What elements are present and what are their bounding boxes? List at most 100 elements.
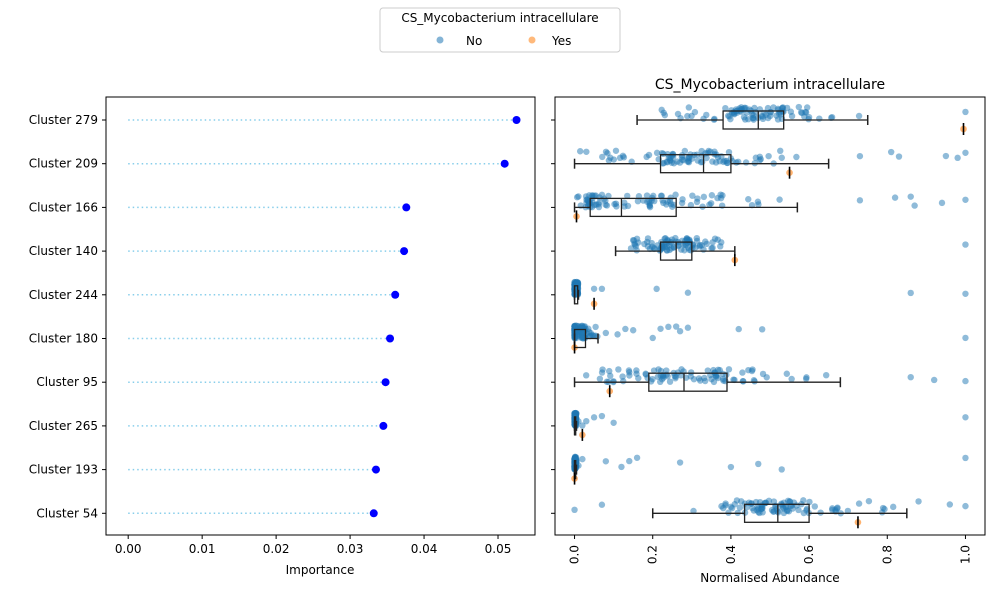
abundance-point-no xyxy=(613,203,620,210)
abundance-point-no xyxy=(703,111,710,119)
importance-marks xyxy=(128,116,521,518)
abundance-point-no xyxy=(759,509,766,516)
abundance-point-no xyxy=(962,414,969,421)
abundance-point-no xyxy=(572,287,579,294)
abundance-point-no xyxy=(672,375,679,382)
abundance-point-no xyxy=(962,108,969,116)
abundance-point-no xyxy=(962,241,969,248)
legend-marker-no xyxy=(436,36,444,44)
legend-label-no: No xyxy=(466,34,482,48)
importance-x-tick-label: 0.01 xyxy=(189,542,216,556)
abundance-point-no xyxy=(788,375,795,383)
importance-x-ticks: 0.00 0.01 0.02 0.03 0.04 0.05 xyxy=(115,535,511,556)
abundance-point-no xyxy=(595,203,603,211)
abundance-point-no xyxy=(649,334,656,342)
abundance-point-no xyxy=(685,159,693,166)
abundance-point-no xyxy=(714,236,721,243)
abundance-point-no xyxy=(751,104,758,112)
abundance-point-no xyxy=(691,108,699,116)
abundance-point-no xyxy=(622,325,629,333)
abundance-point-no xyxy=(731,501,738,508)
abundance-point-no xyxy=(579,422,586,429)
abundance-point-no xyxy=(723,157,730,165)
abundance-point-no xyxy=(661,111,669,119)
abundance-point-no xyxy=(590,414,598,421)
abundance-point-no xyxy=(700,193,708,201)
abundance-point-no xyxy=(758,326,766,333)
abundance-point-no xyxy=(610,419,617,426)
abundance-point-no xyxy=(722,501,729,509)
importance-point xyxy=(369,509,378,518)
abundance-point-no xyxy=(653,149,661,157)
abundance-point-no xyxy=(678,199,686,207)
abundance-point-no xyxy=(687,201,695,209)
abundance-point-no xyxy=(711,369,718,376)
abundance-point-no xyxy=(596,375,604,382)
abundance-point-no xyxy=(626,457,633,465)
abundance-point-no xyxy=(585,328,593,336)
abundance-point-no xyxy=(698,147,705,155)
abundance-point-no xyxy=(702,377,709,385)
abundance-point-no xyxy=(930,376,938,384)
importance-point xyxy=(500,159,509,168)
importance-point xyxy=(379,421,388,430)
abundance-point-no xyxy=(775,106,782,114)
abundance-point-no xyxy=(752,154,760,161)
abundance-point-no xyxy=(855,112,863,120)
abundance-point-no xyxy=(725,366,733,373)
abundance-point-no xyxy=(911,202,918,209)
abundance-point-no xyxy=(633,247,640,254)
abundance-point-no xyxy=(735,325,742,333)
abundance-point-no xyxy=(606,367,613,375)
abundance-point-no xyxy=(834,505,841,512)
abundance-point-no xyxy=(856,197,864,204)
abundance-point-no xyxy=(626,369,633,376)
abundance-point-no xyxy=(678,246,685,253)
abundance-point-no xyxy=(745,196,752,203)
abundance-point-no xyxy=(766,112,774,120)
abundance-point-no xyxy=(703,240,710,248)
importance-y-tick-label: Cluster 140 xyxy=(29,244,98,258)
abundance-point-no xyxy=(674,110,682,118)
legend: CS_Mycobacterium intracellulare No Yes xyxy=(379,7,621,53)
abundance-point-no xyxy=(693,237,701,245)
abundance-point-no xyxy=(780,509,788,517)
abundance-point-no xyxy=(689,192,696,199)
abundance-point-no xyxy=(795,103,803,111)
abundance-point-no xyxy=(706,201,713,208)
importance-point xyxy=(402,203,411,212)
abundance-point-no xyxy=(907,373,914,381)
abundance-point-no xyxy=(725,148,733,156)
importance-chart: Cluster 279 Cluster 209 Cluster 166 Cluster… xyxy=(29,96,536,577)
abundance-point-no xyxy=(678,366,685,373)
abundance-point-no xyxy=(578,322,586,330)
abundance-point-no xyxy=(962,334,969,342)
importance-point xyxy=(371,465,380,474)
abundance-point-no xyxy=(614,331,621,338)
legend-marker-yes xyxy=(528,36,536,44)
abundance-point-no xyxy=(598,369,606,376)
abundance-point-no xyxy=(576,148,584,155)
abundance-point-no xyxy=(650,367,658,374)
abundance-point-no xyxy=(647,378,655,385)
abundance-point-no xyxy=(633,454,641,461)
abundance-point-no xyxy=(895,153,903,160)
abundance-point-no xyxy=(762,499,769,507)
abundance-point-no xyxy=(723,371,730,378)
abundance-x-tick-label: 0.6 xyxy=(802,545,816,564)
abundance-point-no xyxy=(714,194,721,202)
abundance-point-no xyxy=(856,152,864,160)
abundance-point-no xyxy=(672,191,679,198)
abundance-point-no xyxy=(699,203,706,210)
abundance-point-no xyxy=(806,498,813,506)
abundance-point-no xyxy=(663,158,671,165)
abundance-point-no xyxy=(695,375,703,382)
abundance-point-no xyxy=(679,156,686,163)
abundance-point-no xyxy=(621,199,628,206)
abundance-point-no xyxy=(602,329,610,337)
abundance-point-no xyxy=(598,412,606,420)
abundance-point-no xyxy=(759,115,767,123)
abundance-point-no xyxy=(742,159,750,166)
importance-x-tick-label: 0.02 xyxy=(263,542,290,556)
importance-x-axis-label: Importance xyxy=(286,563,355,577)
